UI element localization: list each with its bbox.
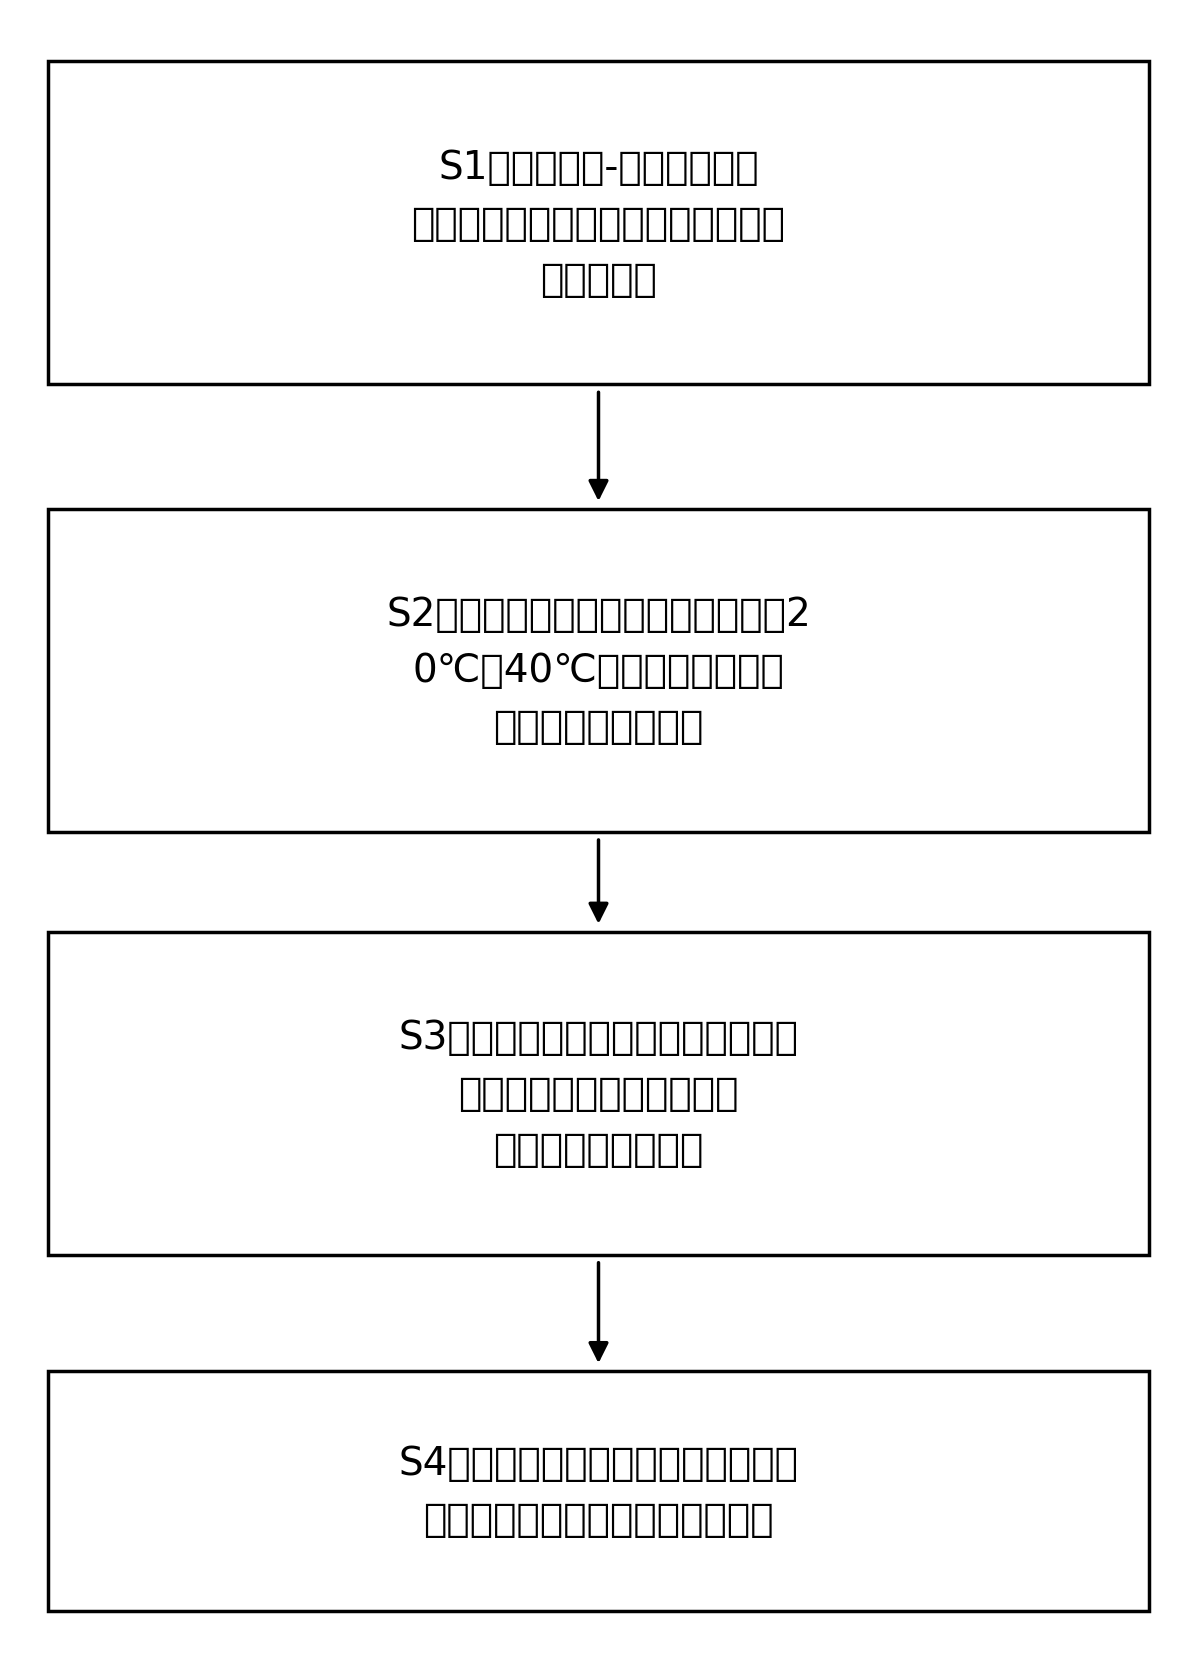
- Bar: [48, 1372, 1149, 1611]
- Text: S2、将所述消化组合物置于温度范围2
0℃至40℃中进行消化反应，
得到第一分离组合物: S2、将所述消化组合物置于温度范围2 0℃至40℃中进行消化反应， 得到第一分离…: [387, 597, 810, 746]
- Text: S1、免疫磁珠-外泌体复合物
重悬液中加入胰蛋白酶并混匀，得到
消化组合物: S1、免疫磁珠-外泌体复合物 重悬液中加入胰蛋白酶并混匀，得到 消化组合物: [412, 149, 785, 298]
- Bar: [48, 510, 1149, 833]
- Text: S4、对所述第二分离组合物进行磁分
离，所得上清部分即为外泌体溶液: S4、对所述第二分离组合物进行磁分 离，所得上清部分即为外泌体溶液: [399, 1445, 798, 1538]
- Text: S3、向所述第一分离组合物内添加胰
蛋白酶抑制剂并混合均匀，
得到第二分离组合物: S3、向所述第一分离组合物内添加胰 蛋白酶抑制剂并混合均匀， 得到第二分离组合物: [399, 1019, 798, 1168]
- Bar: [48, 61, 1149, 386]
- Bar: [48, 931, 1149, 1256]
